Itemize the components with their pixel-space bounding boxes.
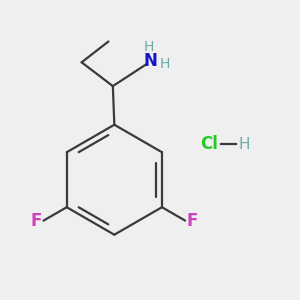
Text: H: H — [239, 136, 250, 152]
Text: N: N — [144, 52, 158, 70]
Text: Cl: Cl — [200, 135, 218, 153]
Text: H: H — [144, 40, 154, 55]
Text: F: F — [187, 212, 198, 230]
Text: H: H — [159, 57, 170, 71]
Text: F: F — [31, 212, 42, 230]
